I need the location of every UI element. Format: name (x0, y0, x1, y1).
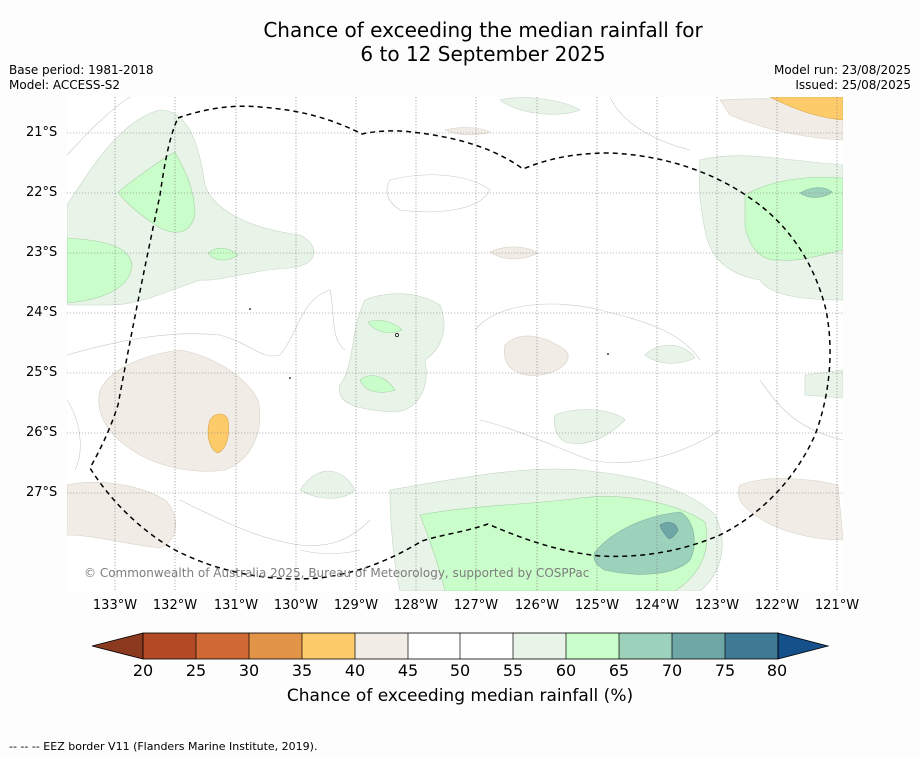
colorbar-bin-40-45 (355, 633, 408, 659)
colorbar-tick-20: 20 (132, 661, 154, 680)
lat-label-23: 23°S (26, 245, 58, 260)
shade-40-northeast (769, 97, 843, 121)
lat-label-24: 24°S (26, 305, 58, 320)
island-marker (249, 308, 251, 310)
colorbar-bin-20-25 (143, 633, 196, 659)
shade-45-southwest (67, 481, 176, 549)
colorbar-bin-70-75 (672, 633, 725, 659)
lon-label-132: 132°W (152, 598, 198, 613)
colorbar-bin-65-70 (619, 633, 672, 659)
model-run: Model run: 23/08/2025 (773, 63, 911, 77)
contour-lines (67, 97, 843, 555)
meta-left: Base period: 1981-2018 Model: ACCESS-S2 (9, 63, 154, 93)
colorbar-bin-35-40 (302, 633, 355, 659)
colorbar-tick-75: 75 (714, 661, 736, 680)
shade-60-east (744, 176, 843, 261)
colorbar-tick-45: 45 (397, 661, 419, 680)
eez-border (89, 105, 831, 580)
lat-label-26: 26°S (26, 425, 58, 440)
shade-45-center (503, 335, 569, 376)
colorbar-bin-25-30 (196, 633, 249, 659)
shade-65-east (799, 187, 833, 198)
colorbar-dividers (195, 633, 726, 659)
island-marker (607, 353, 609, 355)
colorbar-frame (142, 632, 779, 660)
shade-40-west (207, 413, 229, 454)
shade-55-small-4 (804, 369, 843, 399)
colorbar-bin-75-80 (725, 633, 778, 659)
probability-shading (67, 97, 843, 591)
lat-label-22: 22°S (26, 185, 58, 200)
base-period: Base period: 1981-2018 (9, 63, 154, 77)
issued-date: Issued: 25/08/2025 (795, 78, 911, 92)
copyright-notice: © Commonwealth of Australia 2025, Bureau… (84, 566, 590, 580)
model-name: Model: ACCESS-S2 (9, 78, 121, 92)
lat-label-25: 25°S (26, 365, 58, 380)
colorbar-tick-50: 50 (449, 661, 471, 680)
colorbar-bin-50-55 (460, 633, 513, 659)
lon-label-126: 126°W (514, 598, 560, 613)
lon-label-125: 125°W (574, 598, 620, 613)
colorbar-tick-60: 60 (555, 661, 577, 680)
lat-label-21: 21°S (26, 125, 58, 140)
title-line-1: Chance of exceeding the median rainfall … (263, 18, 703, 42)
colorbar-bin-45-50 (408, 633, 460, 659)
lon-label-122: 122°W (754, 598, 800, 613)
shade-60-small-3 (359, 375, 396, 393)
colorbar-bin-30-35 (249, 633, 302, 659)
lon-label-128: 128°W (393, 598, 439, 613)
lat-label-27: 27°S (26, 485, 58, 500)
shade-55-north (499, 97, 581, 115)
lon-label-124: 124°W (634, 598, 680, 613)
shade-45-southeast (737, 478, 843, 541)
island-marker (395, 333, 399, 337)
graticule (67, 97, 843, 591)
title-line-2: 6 to 12 September 2025 (360, 42, 606, 66)
lon-label-130: 130°W (273, 598, 319, 613)
shade-55-small-3 (644, 344, 696, 364)
colorbar-tick-80: 80 (766, 661, 788, 680)
lon-label-133: 133°W (92, 598, 138, 613)
lon-label-129: 129°W (333, 598, 379, 613)
colorbar-bin-60-65 (566, 633, 619, 659)
colorbar-tick-65: 65 (608, 661, 630, 680)
colorbar-tick-70: 70 (661, 661, 683, 680)
island-marker (289, 377, 291, 379)
colorbar (91, 632, 830, 660)
shade-60-northwest (117, 151, 196, 233)
shade-60-small-1 (207, 247, 239, 261)
shade-55-small-2 (554, 409, 626, 444)
colorbar-bin-55-60 (513, 633, 566, 659)
meta-right: Model run: 23/08/2025 Issued: 25/08/2025 (774, 63, 911, 93)
colorbar-arrow-high (777, 632, 830, 660)
colorbar-tick-40: 40 (344, 661, 366, 680)
colorbar-tick-55: 55 (502, 661, 524, 680)
colorbar-title: Chance of exceeding median rainfall (%) (286, 686, 634, 706)
lon-label-131: 131°W (213, 598, 259, 613)
lon-label-121: 121°W (814, 598, 860, 613)
shade-55-small-1 (299, 470, 356, 499)
map-title: Chance of exceeding the median rainfall … (0, 18, 919, 66)
footer-legend: -- -- -- EEZ border V11 (Flanders Marine… (9, 740, 318, 753)
lon-label-123: 123°W (694, 598, 740, 613)
colorbar-arrow-low (91, 632, 144, 660)
shade-60-west (67, 237, 133, 304)
colorbar-tick-30: 30 (238, 661, 260, 680)
colorbar-tick-25: 25 (185, 661, 207, 680)
shade-70-south (659, 521, 679, 539)
colorbar-tick-35: 35 (291, 661, 313, 680)
lon-label-127: 127°W (453, 598, 499, 613)
shade-60-small-2 (367, 320, 403, 333)
